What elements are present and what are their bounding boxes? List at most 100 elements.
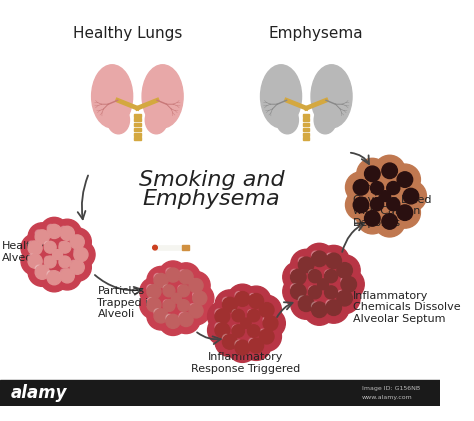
Circle shape [21, 247, 49, 275]
Circle shape [341, 277, 349, 284]
Circle shape [228, 284, 257, 314]
Bar [134, 114, 140, 117]
Circle shape [309, 270, 315, 276]
Circle shape [248, 325, 254, 331]
Circle shape [60, 226, 74, 240]
Circle shape [333, 269, 364, 300]
Circle shape [147, 266, 175, 295]
Circle shape [154, 309, 168, 323]
Circle shape [353, 197, 369, 213]
Circle shape [371, 181, 383, 195]
Circle shape [325, 286, 331, 292]
Ellipse shape [261, 65, 301, 128]
Circle shape [159, 307, 187, 336]
Text: www.alamy.com: www.alamy.com [362, 395, 413, 400]
Circle shape [365, 210, 380, 226]
Ellipse shape [91, 65, 133, 128]
Circle shape [381, 175, 406, 201]
Circle shape [70, 235, 77, 242]
Circle shape [341, 277, 356, 292]
Circle shape [163, 285, 175, 297]
Circle shape [179, 312, 186, 320]
Ellipse shape [314, 106, 336, 134]
Circle shape [35, 265, 49, 279]
Circle shape [147, 285, 161, 298]
Circle shape [172, 293, 181, 303]
Circle shape [186, 284, 214, 312]
Circle shape [259, 329, 274, 344]
Circle shape [319, 264, 344, 289]
Circle shape [283, 276, 314, 307]
Bar [134, 118, 140, 122]
Circle shape [397, 172, 413, 187]
Circle shape [226, 304, 250, 328]
Circle shape [311, 251, 319, 259]
Bar [303, 123, 310, 126]
Circle shape [157, 279, 181, 302]
Circle shape [318, 245, 349, 277]
Circle shape [215, 309, 230, 324]
Circle shape [59, 256, 71, 268]
Circle shape [189, 304, 203, 318]
Circle shape [259, 303, 274, 317]
Circle shape [140, 277, 168, 306]
Circle shape [311, 302, 327, 317]
Circle shape [28, 258, 56, 286]
Circle shape [35, 230, 49, 244]
Circle shape [154, 274, 168, 288]
Circle shape [299, 257, 306, 265]
Circle shape [59, 256, 65, 262]
Circle shape [232, 325, 238, 331]
Circle shape [382, 214, 397, 229]
Circle shape [40, 264, 68, 292]
Bar [303, 137, 310, 141]
Circle shape [172, 263, 200, 291]
Circle shape [48, 245, 67, 264]
Text: Large
Cavities Lined
with Carbon
Deposits: Large Cavities Lined with Carbon Deposit… [353, 183, 431, 228]
Circle shape [326, 253, 341, 269]
Circle shape [163, 300, 175, 312]
Circle shape [44, 241, 56, 253]
Circle shape [365, 175, 390, 201]
Circle shape [159, 261, 187, 289]
Circle shape [189, 279, 196, 285]
Bar [303, 114, 310, 117]
Bar [134, 137, 140, 141]
Circle shape [255, 309, 285, 338]
Circle shape [249, 338, 256, 346]
Text: Image ID: G156NB: Image ID: G156NB [362, 386, 420, 391]
Circle shape [74, 248, 81, 255]
Bar [303, 128, 310, 131]
Bar [134, 128, 140, 131]
Circle shape [179, 270, 193, 284]
Circle shape [232, 309, 238, 316]
Circle shape [178, 285, 184, 291]
Circle shape [249, 338, 264, 353]
Circle shape [357, 203, 388, 234]
Bar [134, 128, 140, 131]
Circle shape [226, 319, 250, 343]
Circle shape [35, 265, 42, 272]
Circle shape [60, 269, 67, 276]
Circle shape [325, 286, 337, 299]
Circle shape [291, 249, 322, 280]
Circle shape [259, 329, 266, 336]
Circle shape [60, 226, 67, 233]
Circle shape [232, 309, 245, 322]
Circle shape [380, 191, 391, 202]
Circle shape [147, 285, 154, 292]
Circle shape [189, 304, 196, 311]
Circle shape [172, 294, 195, 317]
Text: Inflammatory
Chemicals Dissolve
Alveolar Septum: Inflammatory Chemicals Dissolve Alveolar… [353, 291, 460, 324]
Circle shape [59, 241, 71, 253]
Circle shape [241, 331, 271, 360]
Circle shape [178, 300, 184, 306]
Circle shape [365, 192, 390, 217]
Circle shape [228, 333, 257, 362]
Circle shape [374, 206, 405, 237]
Circle shape [283, 261, 314, 293]
Circle shape [236, 313, 256, 333]
Circle shape [291, 269, 298, 277]
Circle shape [235, 340, 250, 355]
Circle shape [395, 181, 427, 212]
